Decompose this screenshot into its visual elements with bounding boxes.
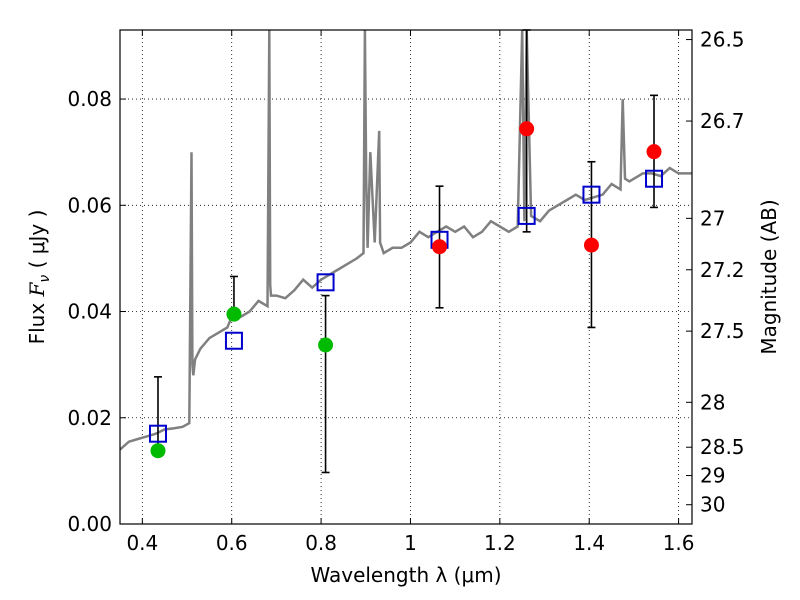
y-tick-label: 0.00 xyxy=(67,512,112,536)
mag-tick-label: 28.5 xyxy=(700,435,745,459)
mag-tick-label: 30 xyxy=(700,493,725,517)
nir-point xyxy=(583,237,599,253)
data-markers xyxy=(148,121,664,459)
mag-tick-label: 26.7 xyxy=(700,109,745,133)
mag-tick-label: 26.5 xyxy=(700,28,745,52)
mag-tick-label: 27.2 xyxy=(700,258,745,282)
optical-point xyxy=(318,337,334,353)
mag-tick-label: 29 xyxy=(700,464,725,488)
model-square-marker xyxy=(517,206,536,225)
y-tick-label: 0.02 xyxy=(67,406,112,430)
x-axis: 0.4 0.6 0.8 1 1.2 1.4 1.6 xyxy=(126,30,695,555)
model-square-marker xyxy=(224,331,243,350)
y-axis-right: 26.5 26.7 27 27.2 27.5 28 28.5 29 30 xyxy=(686,28,745,517)
x-tick-label: 1.2 xyxy=(484,531,516,555)
x-tick-label: 1.4 xyxy=(573,531,605,555)
grid-lines xyxy=(120,30,692,525)
model-square-marker xyxy=(645,169,664,188)
y-tick-label: 0.04 xyxy=(67,300,112,324)
optical-point xyxy=(226,306,242,322)
y-axis-label: Flux Fν ( μJy ) xyxy=(25,210,53,345)
x-tick-label: 0.8 xyxy=(305,531,337,555)
mag-tick-label: 28 xyxy=(700,390,725,414)
y-tick-label: 0.08 xyxy=(67,87,112,111)
nir-point xyxy=(519,121,535,137)
x-tick-label: 1.6 xyxy=(663,531,695,555)
x-tick-label: 0.4 xyxy=(126,531,158,555)
nir-point xyxy=(646,144,662,160)
mag-tick-label: 27.5 xyxy=(700,319,745,343)
x-tick-label: 1 xyxy=(404,531,417,555)
plot-frame xyxy=(119,29,693,525)
mag-tick-label: 27 xyxy=(700,206,725,230)
y-axis-left: 0.00 0.02 0.04 0.06 0.08 xyxy=(67,87,126,536)
model-square-marker xyxy=(148,424,167,443)
template-spectrum xyxy=(120,30,692,451)
template-spectrum-line xyxy=(120,30,692,451)
model-square-marker xyxy=(316,273,335,292)
error-bars xyxy=(153,29,659,474)
x-axis-label: Wavelength λ (μm) xyxy=(310,563,501,587)
x-tick-label: 0.6 xyxy=(216,531,248,555)
model-square-marker xyxy=(582,185,601,204)
y-tick-label: 0.06 xyxy=(67,193,112,217)
nir-point xyxy=(432,239,448,255)
optical-point xyxy=(150,443,166,459)
y2-axis-label: Magnitude (AB) xyxy=(757,199,781,354)
